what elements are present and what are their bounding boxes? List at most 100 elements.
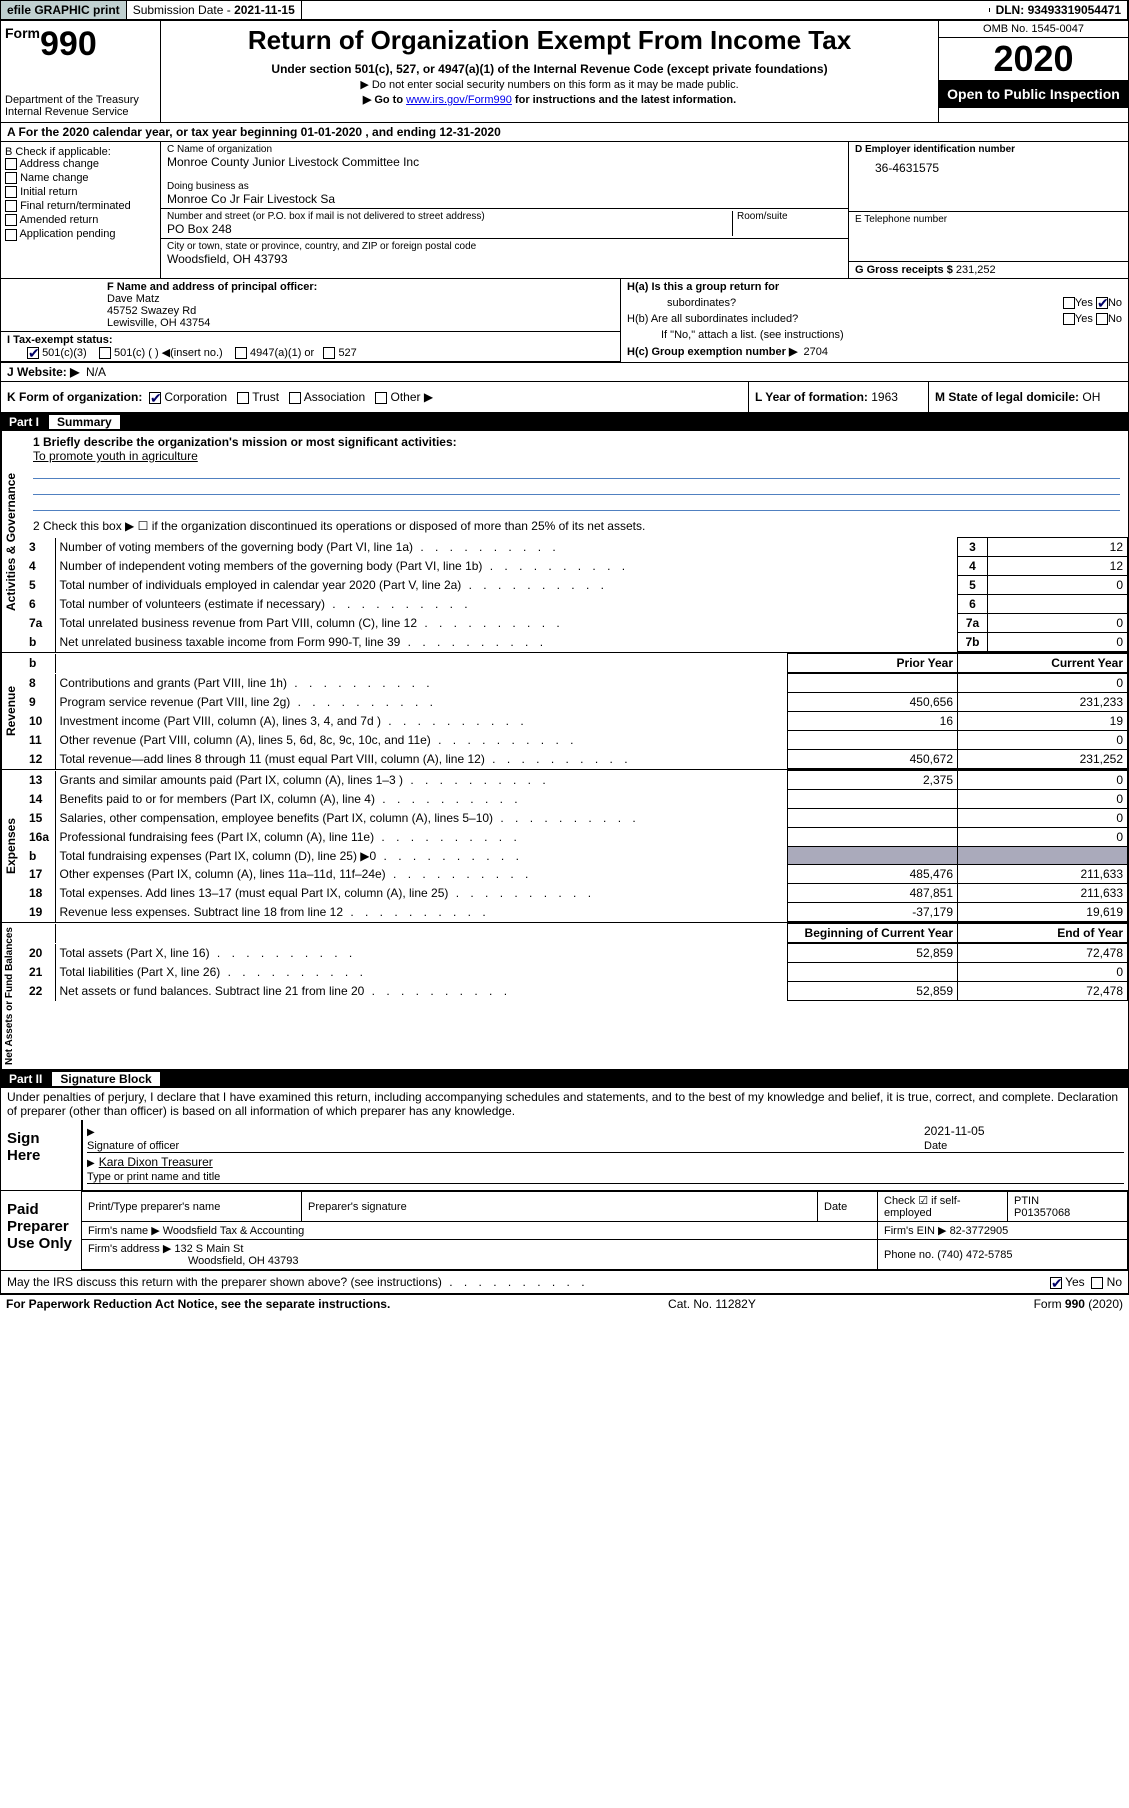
- mission-label: 1 Briefly describe the organization's mi…: [33, 435, 457, 449]
- year-box: OMB No. 1545-0047 2020 Open to Public In…: [938, 21, 1128, 122]
- firm-phone: (740) 472-5785: [937, 1249, 1012, 1261]
- box-b-title: B Check if applicable:: [5, 146, 156, 158]
- opt-assoc: Association: [304, 390, 365, 404]
- checkbox-name-change[interactable]: [5, 172, 17, 184]
- opt-other: Other ▶: [391, 390, 434, 404]
- checkbox-hb-yes[interactable]: [1063, 313, 1075, 325]
- checkbox-hb-no[interactable]: [1096, 313, 1108, 325]
- prior-value: [788, 828, 958, 847]
- prior-value: 487,851: [788, 884, 958, 903]
- checkbox-501c[interactable]: [99, 347, 111, 359]
- line-value: 0: [988, 614, 1128, 633]
- prep-name-label: Print/Type preparer's name: [82, 1192, 302, 1222]
- line-num: 21: [25, 963, 55, 982]
- ein-label: D Employer identification number: [855, 144, 1015, 155]
- tax-status-label: I Tax-exempt status:: [7, 334, 113, 346]
- dba-value: Monroe Co Jr Fair Livestock Sa: [167, 192, 842, 206]
- domicile: OH: [1082, 390, 1100, 404]
- checkbox-discuss-yes[interactable]: [1050, 1277, 1062, 1289]
- line-num: 17: [25, 865, 55, 884]
- part1-title: Summary: [49, 415, 120, 429]
- prep-sig-label: Preparer's signature: [302, 1192, 818, 1222]
- street-value: PO Box 248: [167, 222, 732, 236]
- current-value: 19,619: [958, 903, 1128, 922]
- checkbox-final-return[interactable]: [5, 200, 17, 212]
- prior-value: 52,859: [788, 982, 958, 1001]
- checkbox-amended[interactable]: [5, 214, 17, 226]
- city-label: City or town, state or province, country…: [167, 241, 842, 252]
- opt-initial: Initial return: [20, 186, 77, 198]
- current-value: 0: [958, 731, 1128, 750]
- line-num: 12: [25, 750, 55, 769]
- opt-address: Address change: [19, 158, 99, 170]
- tax-year: 2020: [939, 38, 1128, 80]
- line-num: 15: [25, 809, 55, 828]
- prior-value: [788, 963, 958, 982]
- prep-date-label: Date: [818, 1192, 878, 1222]
- sig-date: 2021-11-05: [924, 1124, 985, 1138]
- website-label: J Website: ▶: [7, 365, 79, 379]
- gross-value: 231,252: [956, 264, 996, 276]
- ptin-label: PTIN: [1014, 1195, 1039, 1207]
- checkbox-501c3[interactable]: [27, 347, 39, 359]
- line-box: 5: [958, 576, 988, 595]
- checkbox-ha-no[interactable]: [1096, 297, 1108, 309]
- line-num: 3: [25, 538, 55, 557]
- prior-value: [788, 674, 958, 693]
- checkbox-corp[interactable]: [149, 392, 161, 404]
- checkbox-initial-return[interactable]: [5, 186, 17, 198]
- current-value: 231,252: [958, 750, 1128, 769]
- checkbox-discuss-no[interactable]: [1091, 1277, 1103, 1289]
- domicile-label: M State of legal domicile:: [935, 390, 1082, 404]
- line-label: Total number of volunteers (estimate if …: [55, 595, 958, 614]
- period-row: A For the 2020 calendar year, or tax yea…: [1, 123, 1128, 142]
- current-value: 231,233: [958, 693, 1128, 712]
- checkbox-assoc[interactable]: [289, 392, 301, 404]
- checkbox-address-change[interactable]: [5, 158, 17, 170]
- ssn-note: ▶ Do not enter social security numbers o…: [165, 78, 934, 91]
- prior-value: 2,375: [788, 771, 958, 790]
- ha-yes: Yes: [1075, 297, 1093, 309]
- line-label: Number of voting members of the governin…: [55, 538, 958, 557]
- checkbox-4947[interactable]: [235, 347, 247, 359]
- prior-value: 450,672: [788, 750, 958, 769]
- discuss-label: May the IRS discuss this return with the…: [7, 1275, 589, 1289]
- ein-value: 36-4631575: [855, 155, 1122, 181]
- dln-label: DLN:: [996, 3, 1028, 17]
- line-num: 22: [25, 982, 55, 1001]
- dln-value: 93493319054471: [1028, 3, 1121, 17]
- current-value: 0: [958, 771, 1128, 790]
- box-b: B Check if applicable: Address change Na…: [1, 142, 161, 278]
- checkbox-trust[interactable]: [237, 392, 249, 404]
- prior-value: 52,859: [788, 944, 958, 963]
- footer: For Paperwork Reduction Act Notice, see …: [0, 1294, 1129, 1313]
- preparer-table: Print/Type preparer's namePreparer's sig…: [81, 1191, 1128, 1270]
- form-wrapper: Form990 Department of the Treasury Inter…: [0, 20, 1129, 1294]
- checkbox-527[interactable]: [323, 347, 335, 359]
- line-num: 13: [25, 771, 55, 790]
- top-bar: efile GRAPHIC print Submission Date - 20…: [0, 0, 1129, 20]
- checkbox-ha-yes[interactable]: [1063, 297, 1075, 309]
- opt-501c3: 501(c)(3): [42, 347, 87, 359]
- footer-form-num: 990: [1065, 1297, 1085, 1311]
- checkbox-pending[interactable]: [5, 229, 17, 241]
- instructions-link[interactable]: www.irs.gov/Form990: [406, 94, 512, 106]
- form-subtitle: Under section 501(c), 527, or 4947(a)(1)…: [165, 62, 934, 76]
- line-num: 20: [25, 944, 55, 963]
- line-num: 7a: [25, 614, 55, 633]
- prior-value: 450,656: [788, 693, 958, 712]
- line-label: Net unrelated business taxable income fr…: [55, 633, 958, 652]
- line-num: 16a: [25, 828, 55, 847]
- prior-value: 16: [788, 712, 958, 731]
- opt-4947: 4947(a)(1) or: [250, 347, 314, 359]
- omb-number: OMB No. 1545-0047: [939, 21, 1128, 38]
- opt-527: 527: [338, 347, 356, 359]
- ha-no: No: [1108, 297, 1122, 309]
- firm-ein-label: Firm's EIN ▶: [884, 1225, 947, 1237]
- col-current: Current Year: [958, 654, 1128, 673]
- line-label: Contributions and grants (Part VIII, lin…: [55, 674, 788, 693]
- efile-print-button[interactable]: efile GRAPHIC print: [1, 1, 127, 19]
- sig-officer-label: Signature of officer: [87, 1140, 179, 1152]
- checkbox-other[interactable]: [375, 392, 387, 404]
- prior-value: [788, 847, 958, 865]
